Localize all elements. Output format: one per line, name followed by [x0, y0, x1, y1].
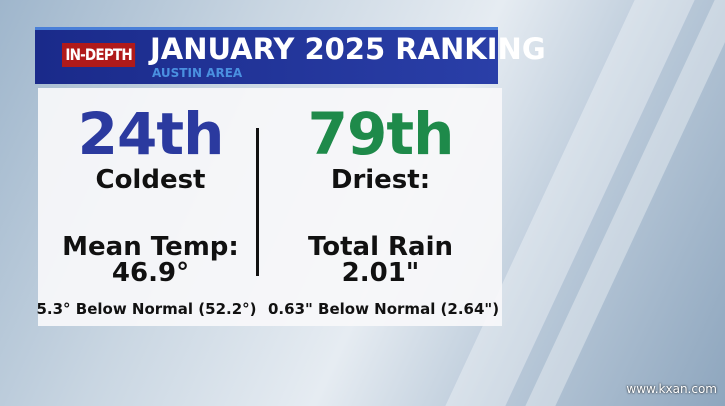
page-title: JANUARY 2025 RANKING — [150, 32, 546, 66]
watermark: www.kxan.com — [626, 382, 717, 396]
temp-value: 46.9° — [111, 258, 190, 288]
dry-rank: 79th — [307, 100, 455, 168]
cold-rank: 24th — [77, 100, 225, 168]
dry-column: 79th Driest: Total Rain 2.01" 0.63" Belo… — [268, 88, 500, 318]
cold-column: 24th Coldest Mean Temp: 46.9° 5.3° Below… — [36, 88, 263, 318]
dry-label: Driest: — [330, 165, 431, 195]
rain-note: 0.63" Below Normal (2.64") — [268, 300, 500, 318]
header-bar: IN-DEPTH JANUARY 2025 RANKING AUSTIN ARE… — [35, 27, 546, 84]
in-depth-logo: IN-DEPTH — [62, 43, 136, 67]
temp-note: 5.3° Below Normal (52.2°) — [36, 300, 257, 318]
rain-metric-label: Total Rain — [307, 232, 454, 262]
cold-label: Coldest — [95, 165, 206, 195]
temp-metric-label: Mean Temp: — [62, 232, 239, 262]
ranking-panel: 24th Coldest Mean Temp: 46.9° 5.3° Below… — [36, 88, 502, 326]
rain-value: 2.01" — [341, 258, 420, 288]
divider — [256, 128, 259, 276]
subtitle: AUSTIN AREA — [152, 66, 243, 80]
